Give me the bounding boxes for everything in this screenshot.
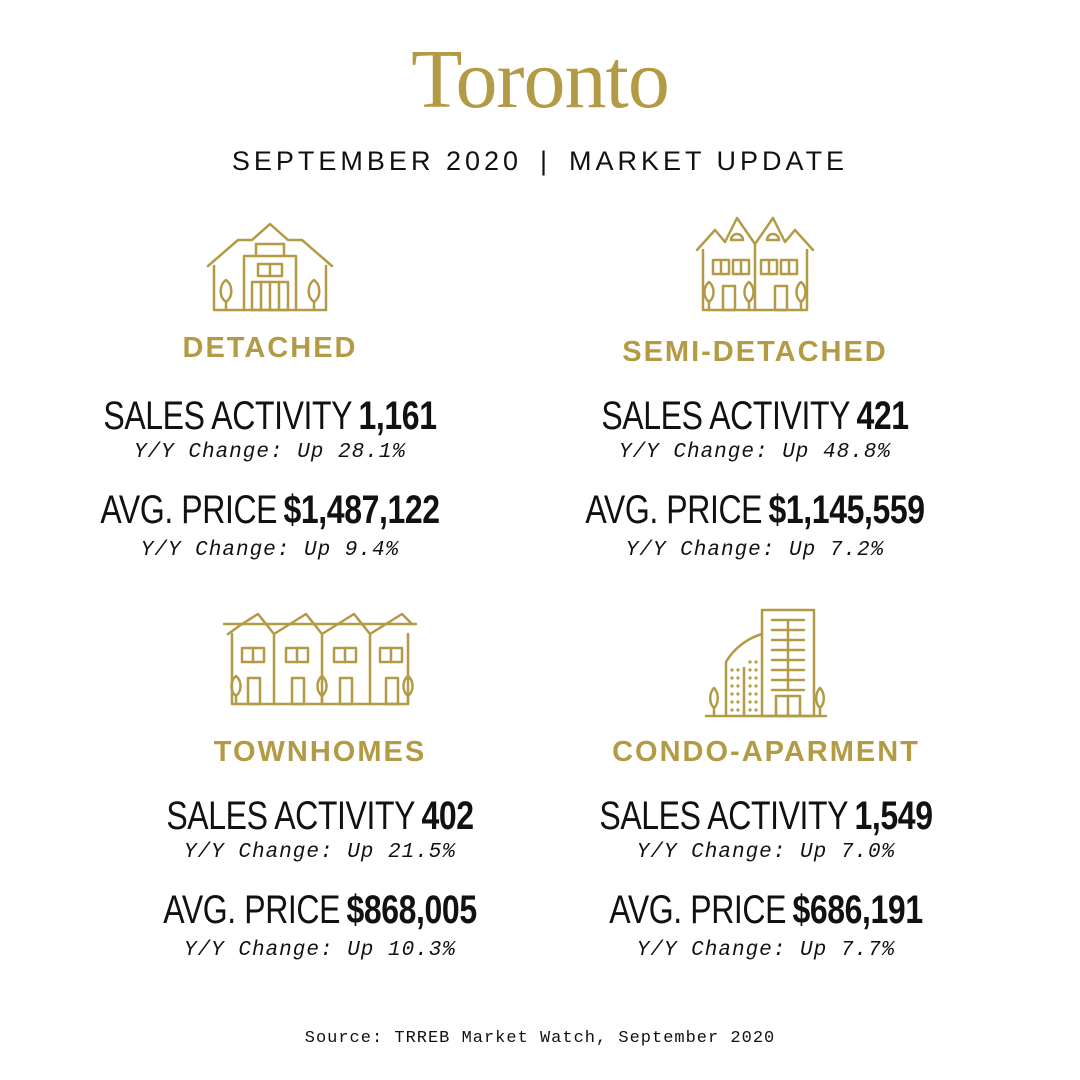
townhomes-price-row: AVG. PRICE $868,005: [104, 890, 536, 930]
semi-detached-sales-change: Y/Y Change: Up 48.8%: [618, 441, 892, 464]
detached-sales-row: SALES ACTIVITY 1,161: [54, 396, 486, 436]
condo-sales-change: Y/Y Change: Up 7.0%: [636, 841, 896, 864]
condo-price-change: Y/Y Change: Up 7.7%: [636, 939, 896, 962]
condo-price-value: $686,191: [792, 888, 923, 932]
detached-category-label: DETACHED: [182, 332, 358, 364]
subtitle-topic: MARKET UPDATE: [569, 146, 849, 176]
condo-building-icon: [496, 608, 1036, 718]
semi-detached-sales-row: SALES ACTIVITY 421: [539, 396, 971, 436]
detached-house-icon: [0, 222, 540, 322]
semi-detached-price-label: AVG. PRICE: [585, 488, 763, 532]
semi-detached-house-icon: [485, 214, 1025, 314]
townhomes-price-value: $868,005: [346, 888, 477, 932]
source-footnote: Source: TRREB Market Watch, September 20…: [304, 1029, 776, 1048]
detached-sales-change: Y/Y Change: Up 28.1%: [133, 441, 407, 464]
detached-price-label: AVG. PRICE: [100, 488, 278, 532]
subtitle-date: SEPTEMBER 2020: [231, 146, 523, 176]
semi-detached-price-value: $1,145,559: [768, 488, 926, 532]
condo-sales-label: SALES ACTIVITY: [599, 794, 849, 838]
detached-price-row: AVG. PRICE $1,487,122: [54, 490, 486, 530]
townhomes-sales-change: Y/Y Change: Up 21.5%: [183, 841, 457, 864]
semi-detached-sales-value: 421: [856, 394, 909, 438]
detached-sales-label: SALES ACTIVITY: [103, 394, 353, 438]
townhomes-price-change: Y/Y Change: Up 10.3%: [183, 939, 457, 962]
condo-price-label: AVG. PRICE: [609, 888, 787, 932]
condo-sales-value: 1,549: [854, 794, 933, 838]
detached-price-change: Y/Y Change: Up 9.4%: [140, 539, 400, 562]
condo-category-label: CONDO-APARMENT: [612, 736, 920, 768]
semi-detached-price-row: AVG. PRICE $1,145,559: [539, 490, 971, 530]
townhomes-price-label: AVG. PRICE: [163, 888, 341, 932]
condo-price-row: AVG. PRICE $686,191: [550, 890, 982, 930]
townhomes-icon: [50, 612, 590, 712]
page-title: Toronto: [411, 33, 670, 126]
detached-sales-value: 1,161: [358, 394, 437, 438]
townhomes-category-label: TOWNHOMES: [213, 736, 427, 768]
semi-detached-price-change: Y/Y Change: Up 7.2%: [625, 539, 885, 562]
townhomes-sales-value: 402: [421, 794, 474, 838]
subtitle-separator: |: [540, 146, 552, 176]
townhomes-sales-label: SALES ACTIVITY: [166, 794, 416, 838]
page-subtitle: SEPTEMBER 2020 | MARKET UPDATE: [0, 148, 1080, 175]
detached-price-value: $1,487,122: [283, 488, 441, 532]
semi-detached-category-label: SEMI-DETACHED: [622, 336, 888, 368]
semi-detached-sales-label: SALES ACTIVITY: [601, 394, 851, 438]
townhomes-sales-row: SALES ACTIVITY 402: [104, 796, 536, 836]
condo-sales-row: SALES ACTIVITY 1,549: [550, 796, 982, 836]
